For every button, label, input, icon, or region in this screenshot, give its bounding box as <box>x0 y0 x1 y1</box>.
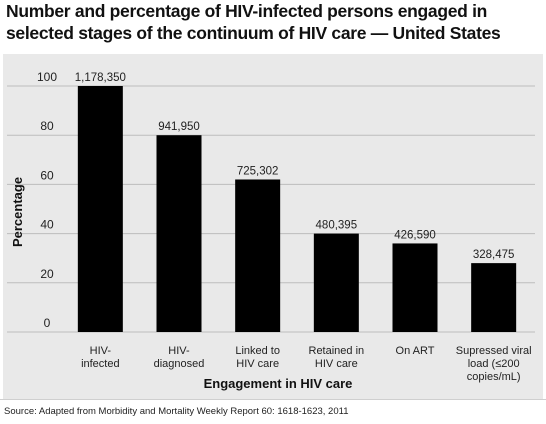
category-label-4: On ART <box>396 345 435 357</box>
x-axis-label: Engagement in HIV care <box>204 376 353 391</box>
bars <box>77 86 517 332</box>
y-tick-label-100: 100 <box>37 70 57 84</box>
data-labels: 1,178,350 941,950 725,302 480,395 426,590 328… <box>75 72 515 261</box>
y-tick-label-40: 40 <box>40 218 54 232</box>
category-label-1: HIV-diagnosed <box>154 345 205 370</box>
source-text: Source: Adapted from Morbidity and Morta… <box>4 406 349 417</box>
bar-4 <box>392 243 438 332</box>
category-label-5: Supressed viral load (≤200 copies/mL) <box>456 345 532 383</box>
bar-5 <box>471 263 517 332</box>
y-tick-label-0: 0 <box>44 316 51 330</box>
chart-panel: 0 20 40 60 80 100 1,178,350 941,950 725,302 480,… <box>3 54 543 399</box>
x-axis-categories: HIV-infected HIV-diagnosed Linked to HIV ca… <box>81 345 532 383</box>
bar-1 <box>156 135 202 332</box>
chart-title: Number and percentage of HIV-infected pe… <box>6 1 501 43</box>
data-label-5: 328,475 <box>473 249 515 261</box>
category-label-3: Retained in HIV care <box>309 345 365 370</box>
bar-2 <box>235 179 281 332</box>
data-label-4: 426,590 <box>394 229 436 241</box>
y-axis-label: Percentage <box>10 177 25 247</box>
source-footer: Source: Adapted from Morbidity and Morta… <box>0 399 546 424</box>
bar-0 <box>77 86 123 332</box>
data-label-3: 480,395 <box>316 220 358 232</box>
data-label-1: 941,950 <box>158 121 200 133</box>
y-tick-label-20: 20 <box>40 267 54 281</box>
category-label-2: Linked to HIV care <box>235 345 280 370</box>
bar-3 <box>313 233 359 332</box>
data-label-2: 725,302 <box>237 165 279 177</box>
bar-chart: 0 20 40 60 80 100 1,178,350 941,950 725,302 480,… <box>7 70 535 391</box>
y-tick-label-80: 80 <box>40 119 54 133</box>
data-label-0: 1,178,350 <box>75 72 126 84</box>
y-axis-ticks: 0 20 40 60 80 100 <box>37 70 57 330</box>
category-label-0: HIV-infected <box>81 345 120 370</box>
y-tick-label-60: 60 <box>40 168 54 182</box>
